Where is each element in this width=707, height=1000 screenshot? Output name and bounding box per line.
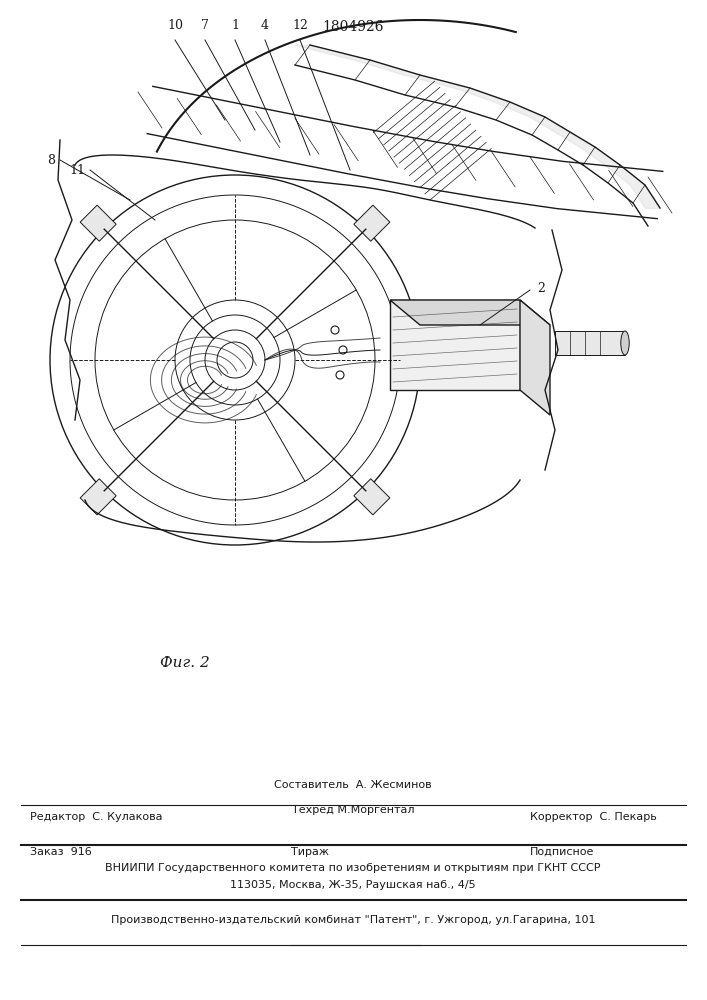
Text: 1804926: 1804926: [322, 20, 384, 34]
Text: 10: 10: [167, 19, 183, 32]
Text: Корректор  С. Пекарь: Корректор С. Пекарь: [530, 812, 657, 822]
Text: Производственно-издательский комбинат "Патент", г. Ужгород, ул.Гагарина, 101: Производственно-издательский комбинат "П…: [111, 915, 595, 925]
Text: Тираж: Тираж: [291, 847, 329, 857]
Text: 7: 7: [201, 19, 209, 32]
Text: Подписное: Подписное: [530, 847, 595, 857]
Text: Техред М.Моргентал: Техред М.Моргентал: [292, 805, 414, 815]
Polygon shape: [80, 479, 116, 515]
Text: ВНИИПИ Государственного комитета по изобретениям и открытиям при ГКНТ СССР: ВНИИПИ Государственного комитета по изоб…: [105, 863, 601, 873]
Text: 2: 2: [537, 282, 545, 294]
Polygon shape: [520, 300, 550, 415]
Text: Фиг. 2: Фиг. 2: [160, 656, 210, 670]
Text: Редактор  С. Кулакова: Редактор С. Кулакова: [30, 812, 163, 822]
Text: 1: 1: [231, 19, 239, 32]
Polygon shape: [80, 205, 116, 241]
Polygon shape: [390, 300, 550, 325]
Polygon shape: [390, 300, 520, 390]
Polygon shape: [354, 205, 390, 241]
Polygon shape: [555, 331, 625, 355]
Text: Заказ  916: Заказ 916: [30, 847, 92, 857]
Text: 11: 11: [69, 163, 85, 176]
Text: 113035, Москва, Ж-35, Раушская наб., 4/5: 113035, Москва, Ж-35, Раушская наб., 4/5: [230, 880, 476, 890]
Text: 12: 12: [292, 19, 308, 32]
Text: 8: 8: [47, 153, 55, 166]
Polygon shape: [354, 479, 390, 515]
Text: 4: 4: [261, 19, 269, 32]
Ellipse shape: [621, 331, 629, 355]
Text: Составитель  А. Жесминов: Составитель А. Жесминов: [274, 780, 432, 790]
